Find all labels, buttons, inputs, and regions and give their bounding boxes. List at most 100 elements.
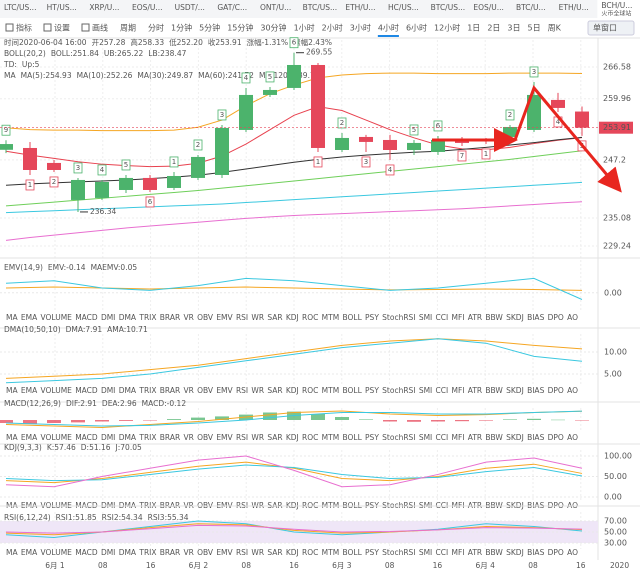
indicator-tab[interactable]: DPO — [548, 313, 564, 322]
indicator-tab[interactable]: StochRSI — [382, 433, 415, 442]
indicator-tab[interactable]: MTM — [322, 313, 340, 322]
indicator-tab[interactable]: SAR — [267, 386, 282, 395]
indicator-tab[interactable]: VOLUME — [41, 433, 73, 442]
indicator-tab[interactable]: SKDJ — [506, 313, 524, 322]
indicator-tab[interactable]: SMI — [419, 313, 432, 322]
period-button[interactable]: 2小时 — [322, 23, 343, 33]
period-button[interactable]: 2日 — [487, 24, 500, 33]
indicator-tab[interactable]: MFI — [452, 313, 465, 322]
indicator-tab[interactable]: TRIX — [138, 548, 156, 557]
tool-button[interactable]: 画线 — [92, 23, 108, 33]
indicator-tab[interactable]: ROC — [302, 386, 318, 395]
indicator-tab[interactable]: BOLL — [342, 548, 362, 557]
market-tab[interactable]: EOS/U... — [132, 3, 163, 12]
indicator-tab[interactable]: EMA — [21, 433, 38, 442]
indicator-tab[interactable]: SAR — [267, 433, 282, 442]
indicator-tab[interactable]: VOLUME — [41, 313, 73, 322]
indicator-tab[interactable]: DMI — [101, 386, 115, 395]
indicator-tab[interactable]: VOLUME — [41, 386, 73, 395]
indicator-tab[interactable]: SMI — [419, 548, 432, 557]
period-button[interactable]: 1小时 — [294, 23, 315, 33]
indicator-tab[interactable]: RSI — [236, 313, 248, 322]
indicator-tab[interactable]: AO — [567, 313, 578, 322]
market-tab[interactable]: EOS/U... — [473, 3, 504, 12]
indicator-tab[interactable]: SMI — [419, 386, 432, 395]
indicator-tab[interactable]: EMV — [216, 313, 233, 322]
market-tab[interactable]: XRP/U... — [89, 3, 119, 12]
indicator-tab[interactable]: DMI — [101, 313, 115, 322]
indicator-tab[interactable]: MA — [6, 433, 18, 442]
indicator-tab[interactable]: EMV — [216, 433, 233, 442]
indicator-tab[interactable]: MFI — [452, 433, 465, 442]
period-button[interactable]: 5日 — [528, 24, 541, 33]
indicator-tab[interactable]: BIAS — [527, 313, 544, 322]
period-button[interactable]: 3小时 — [350, 23, 371, 33]
indicator-tab[interactable]: DMI — [101, 548, 115, 557]
indicator-tab[interactable]: VR — [183, 433, 193, 442]
indicator-tab[interactable]: BRAR — [160, 386, 180, 395]
indicator-tab[interactable]: SAR — [267, 313, 282, 322]
indicator-tab[interactable]: BOLL — [342, 433, 362, 442]
indicator-tab[interactable]: WR — [251, 433, 264, 442]
indicator-tab[interactable]: EMV — [216, 548, 233, 557]
indicator-tab[interactable]: TRIX — [138, 386, 156, 395]
market-tab[interactable]: USDT/... — [175, 3, 205, 12]
indicator-tab[interactable]: MFI — [452, 548, 465, 557]
market-tab[interactable]: LTC/US... — [4, 3, 36, 12]
indicator-tab[interactable]: BBW — [485, 433, 503, 442]
indicator-tab[interactable]: SKDJ — [506, 433, 524, 442]
indicator-tab[interactable]: CCI — [436, 386, 449, 395]
indicator-tab[interactable]: VR — [183, 548, 193, 557]
indicator-tab[interactable]: RSI — [236, 548, 248, 557]
market-tab[interactable]: HT/US... — [47, 3, 77, 12]
indicator-tab[interactable]: StochRSI — [382, 313, 415, 322]
indicator-tab[interactable]: DMA — [119, 313, 137, 322]
indicator-tab[interactable]: SKDJ — [506, 386, 524, 395]
indicator-tab[interactable]: CCI — [436, 548, 449, 557]
period-button[interactable]: 30分钟 — [260, 23, 286, 33]
indicator-tab[interactable]: PSY — [365, 313, 379, 322]
tool-button[interactable]: 设置 — [54, 23, 70, 33]
market-tab[interactable]: ETH/U... — [559, 3, 589, 12]
period-button[interactable]: 5分钟 — [199, 23, 220, 33]
period-button[interactable]: 1分钟 — [171, 23, 192, 33]
indicator-tab[interactable]: ROC — [302, 433, 318, 442]
indicator-tab[interactable]: BBW — [485, 313, 503, 322]
indicator-tab[interactable]: BBW — [485, 386, 503, 395]
indicator-tab[interactable]: ROC — [302, 548, 318, 557]
period-button[interactable]: 周K — [548, 24, 562, 33]
market-tab[interactable]: ONT/U... — [260, 3, 291, 12]
indicator-tab[interactable]: AO — [567, 386, 578, 395]
indicator-tab[interactable]: BRAR — [160, 313, 180, 322]
indicator-tab[interactable]: WR — [251, 313, 264, 322]
indicator-tab[interactable]: PSY — [365, 433, 379, 442]
indicator-tab[interactable]: MACD — [75, 386, 98, 395]
indicator-tab[interactable]: DMA — [119, 433, 137, 442]
indicator-tab[interactable]: ATR — [468, 548, 482, 557]
indicator-tab[interactable]: CCI — [436, 313, 449, 322]
indicator-tab[interactable]: RSI — [236, 386, 248, 395]
indicator-tab[interactable]: BIAS — [527, 548, 544, 557]
indicator-tab[interactable]: OBV — [197, 313, 214, 322]
indicator-tab[interactable]: WR — [251, 548, 264, 557]
indicator-tab[interactable]: BOLL — [342, 386, 362, 395]
market-tab[interactable]: BTC/US... — [303, 3, 337, 12]
indicator-tab[interactable]: PSY — [365, 548, 379, 557]
indicator-tab[interactable]: BIAS — [527, 386, 544, 395]
indicator-tab[interactable]: PSY — [365, 386, 379, 395]
indicator-tab[interactable]: MTM — [322, 386, 340, 395]
market-tab[interactable]: BTC/US... — [431, 3, 465, 12]
indicator-tab[interactable]: KDJ — [286, 433, 299, 442]
indicator-tab[interactable]: MTM — [322, 433, 340, 442]
indicator-tab[interactable]: MFI — [452, 386, 465, 395]
indicator-tab[interactable]: EMA — [21, 386, 38, 395]
indicator-tab[interactable]: MTM — [322, 548, 340, 557]
period-button[interactable]: 分时 — [148, 23, 164, 33]
indicator-tab[interactable]: MACD — [75, 313, 98, 322]
indicator-tab[interactable]: TRIX — [138, 313, 156, 322]
indicator-tab[interactable]: StochRSI — [382, 548, 415, 557]
tool-button[interactable]: 指标 — [16, 23, 32, 33]
indicator-tab[interactable]: EMV — [216, 386, 233, 395]
indicator-tab[interactable]: EMA — [21, 548, 38, 557]
indicator-tab[interactable]: KDJ — [286, 313, 299, 322]
